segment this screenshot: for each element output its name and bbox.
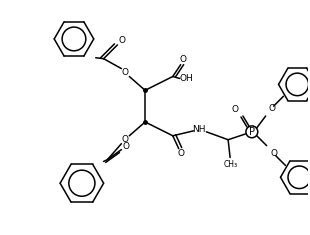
Text: O: O: [177, 149, 184, 158]
Text: O: O: [268, 104, 275, 113]
Text: O: O: [270, 149, 277, 158]
Text: O: O: [123, 142, 130, 151]
Text: OH: OH: [180, 74, 193, 83]
Text: O: O: [119, 36, 126, 45]
Text: O: O: [232, 105, 238, 114]
Text: P: P: [249, 127, 255, 137]
Text: NH: NH: [192, 125, 205, 134]
Text: O: O: [122, 135, 129, 144]
Text: O: O: [179, 55, 186, 64]
Text: CH₃: CH₃: [224, 160, 238, 169]
Text: O: O: [122, 68, 129, 77]
